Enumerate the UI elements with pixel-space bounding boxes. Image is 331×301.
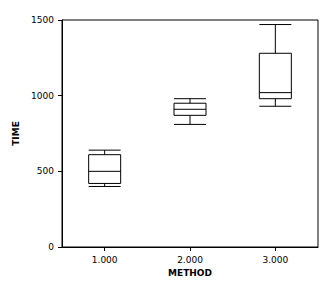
svg-text:METHOD: METHOD xyxy=(168,268,212,278)
svg-text:3.000: 3.000 xyxy=(262,255,288,265)
svg-text:0: 0 xyxy=(48,242,54,252)
svg-text:1.000: 1.000 xyxy=(92,255,118,265)
svg-text:1500: 1500 xyxy=(31,15,54,25)
svg-text:1000: 1000 xyxy=(31,91,54,101)
svg-text:TIME: TIME xyxy=(11,121,21,146)
svg-text:2.000: 2.000 xyxy=(177,255,203,265)
svg-text:500: 500 xyxy=(37,166,54,176)
